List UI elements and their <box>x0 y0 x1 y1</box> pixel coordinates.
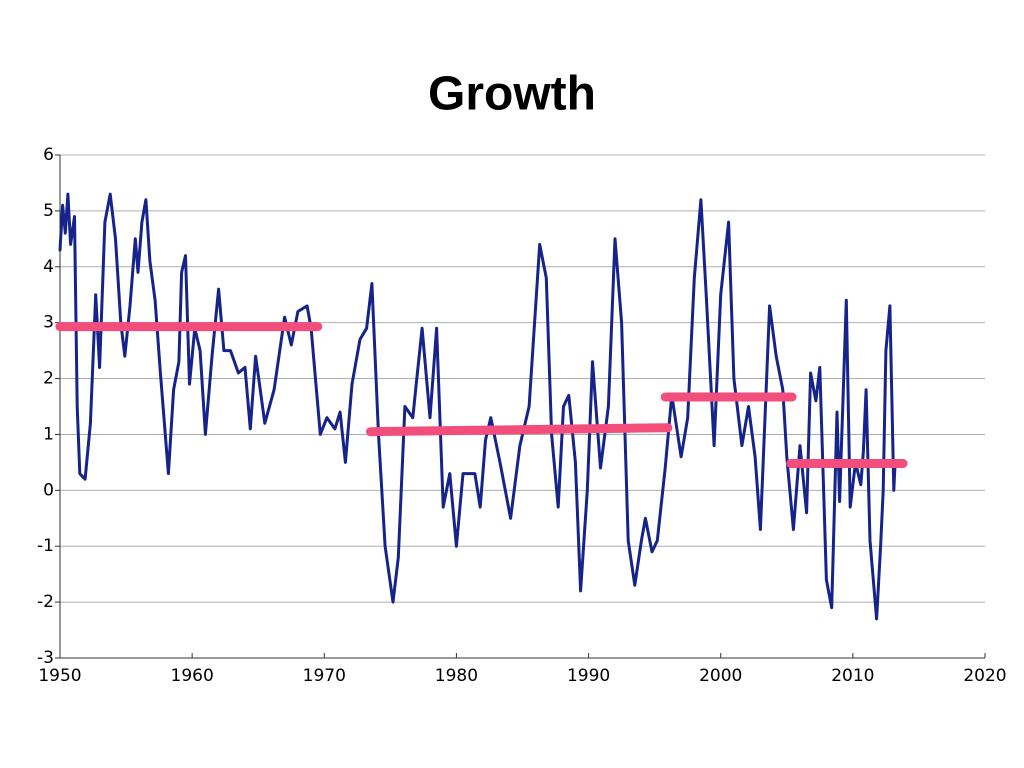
x-tick-label: 1990 <box>567 666 610 686</box>
y-tick-label: -1 <box>37 536 54 556</box>
x-tick-label: 2010 <box>831 666 874 686</box>
x-tick-label: 1970 <box>303 666 346 686</box>
y-tick-label: 0 <box>43 480 54 500</box>
y-tick-label: -3 <box>37 648 54 668</box>
chart-title: Growth <box>428 68 596 121</box>
y-tick-label: 2 <box>43 369 54 389</box>
x-tick-label: 2020 <box>963 666 1006 686</box>
x-tick-label: 1960 <box>171 666 214 686</box>
y-tick-label: -2 <box>37 592 54 612</box>
x-tick-label: 2000 <box>699 666 742 686</box>
y-tick-label: 5 <box>43 201 54 221</box>
y-tick-label: 1 <box>43 424 54 444</box>
x-tick-label: 1950 <box>38 666 81 686</box>
y-tick-label: 6 <box>43 145 54 165</box>
y-tick-label: 4 <box>43 257 54 277</box>
x-tick-label: 1980 <box>435 666 478 686</box>
y-tick-label: 3 <box>43 313 54 333</box>
growth-line <box>58 192 897 621</box>
regime-mean <box>366 423 673 437</box>
